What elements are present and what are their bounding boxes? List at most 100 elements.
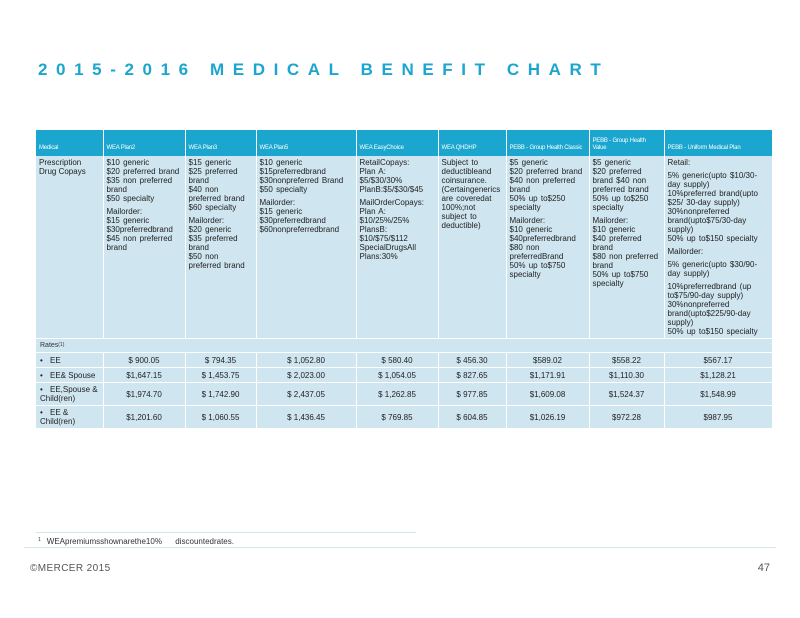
rate-label-cell: • EE & Child(ren) <box>36 405 104 429</box>
column-header: PEBB - Uniform Medical Plan <box>664 130 773 156</box>
rate-value: $ 1,060.55 <box>185 405 257 429</box>
cell-line: $40 non preferred brand <box>509 176 576 194</box>
cell-line: 50% up to$250 specialty <box>509 194 566 212</box>
rate-value: $ 977.85 <box>438 382 507 406</box>
column-header: WEA Plan3 <box>185 130 257 156</box>
rate-label-cell: • EE,Spouse & Child(ren) <box>36 382 104 406</box>
cell-line: $15 generic <box>106 216 150 225</box>
footnote-text: WEApremiumsshownarethe10% discountedrate… <box>46 537 234 546</box>
rate-value: $ 1,453.75 <box>185 367 257 383</box>
rate-value: $589.02 <box>506 352 590 368</box>
cell-line: $10 generic <box>106 158 150 167</box>
rate-value: $1,548.99 <box>664 382 773 406</box>
rates-footnote-marker: (1) <box>58 342 65 348</box>
prescription-cell: Subject to deductibleand coinsurance. (Ce… <box>438 156 507 339</box>
cell-line: Mailorder: <box>106 207 143 216</box>
rate-label-cell: • EE& Spouse <box>36 367 104 383</box>
cell-line: $30nonpreferred Brand <box>259 176 344 185</box>
prescription-cell: $5 generic $20 preferred brand $40 non pre… <box>506 156 590 339</box>
footer-divider <box>24 547 776 548</box>
rates-label: Rates <box>40 342 59 349</box>
prescription-cell: $10 generic $15preferredbrand $30nonprefer… <box>256 156 357 339</box>
cell-line: Mailorder: <box>509 216 546 225</box>
cell-line: Plan A: <box>359 167 386 176</box>
cell-line: Mailorder: <box>667 247 704 256</box>
column-header: WEA EasyChoice <box>356 130 439 156</box>
cell-line: $5 generic <box>592 158 631 167</box>
cell-line: $10 generic <box>259 158 303 167</box>
prescription-cell: Retail: 5% generic(upto $10/30-day supply… <box>664 156 773 339</box>
cell-line: $60 specialty <box>188 203 237 212</box>
cell-line: Subject to deductibleand coinsurance. <box>441 158 492 185</box>
rate-label-cell: • EE <box>36 352 104 368</box>
rate-label: EE& Spouse <box>50 370 96 380</box>
prescription-label: Prescription Drug Copays <box>36 156 104 339</box>
rate-row: • EE $ 900.05 $ 794.35 $ 1,052.80 $ 580.40 $ 4… <box>36 352 773 368</box>
prescription-cell: $15 generic $25 preferred brand $40 non pr… <box>185 156 257 339</box>
cell-line: 50% up to$750 specialty <box>592 270 649 288</box>
cell-line: 5% generic(upto $30/90-day supply) <box>667 260 758 278</box>
cell-line: $20 preferred brand <box>106 167 180 176</box>
bullet-icon: • <box>40 370 43 380</box>
cell-line: $5/$30/30% <box>359 176 403 185</box>
prescription-cell: $5 generic $20 preferred brand $40 non pr… <box>589 156 665 339</box>
cell-line: PlanB:$5/$30/$45 <box>359 185 424 194</box>
cell-line: $50 specialty <box>106 194 155 203</box>
rate-value: $ 580.40 <box>356 352 439 368</box>
cell-line: $20 preferred brand <box>509 167 583 176</box>
rate-value: $ 900.05 <box>103 352 186 368</box>
prescription-cell: RetailCopays: Plan A: $5/$30/30% PlanB:$5/$… <box>356 156 439 339</box>
cell-line: $40 non preferred brand <box>188 185 245 203</box>
cell-line: PlansB: <box>359 225 388 234</box>
cell-line: 10%preferred brand(upto $25/ 30-day supp… <box>667 189 758 207</box>
cell-line: $15 generic <box>259 207 303 216</box>
rate-value: $987.95 <box>664 405 773 429</box>
cell-line: Plan A: <box>359 207 386 216</box>
rate-value: $ 769.85 <box>356 405 439 429</box>
column-header: Medical <box>36 130 104 156</box>
rate-label: EE <box>50 355 61 365</box>
cell-line: $40preferredbrand <box>509 234 576 243</box>
rate-value: $1,524.37 <box>589 382 665 406</box>
column-header: PEBB - Group Health Value <box>589 130 665 156</box>
cell-line: Mailorder: <box>188 216 225 225</box>
cell-line: $50 non preferred brand <box>188 252 245 270</box>
cell-line: Retail: <box>667 158 691 167</box>
footnote-marker: 1 <box>38 537 41 543</box>
cell-line: $40 preferred brand <box>592 234 642 252</box>
footnote: 1 WEApremiumsshownarethe10% discountedrat… <box>38 537 234 546</box>
rate-value: $1,201.60 <box>103 405 186 429</box>
cell-line: MailOrderCopays: <box>359 198 424 207</box>
cell-line: 10%preferredbrand (up to$75/90-day suppl… <box>667 282 752 300</box>
cell-line: SpecialDrugsAll Plans:30% <box>359 243 416 261</box>
cell-line: $30preferredbrand <box>106 225 173 234</box>
cell-line: 50% up to$150 specialty <box>667 327 758 336</box>
rate-value: $567.17 <box>664 352 773 368</box>
rate-value: $1,974.70 <box>103 382 186 406</box>
cell-line: $10/25%/25% <box>359 216 410 225</box>
cell-line: $20 preferred brand $40 non preferred br… <box>592 167 649 194</box>
cell-line: $15preferredbrand <box>259 167 326 176</box>
cell-line: $10 generic <box>592 225 636 234</box>
cell-line: 30%nonpreferred brand(upto$225/90-day su… <box>667 300 751 327</box>
rate-value: $1,171.91 <box>506 367 590 383</box>
bullet-icon: • <box>40 385 43 394</box>
rate-value: $ 1,054.05 <box>356 367 439 383</box>
cell-line: $45 non preferred brand <box>106 234 173 252</box>
rate-label: EE & Child(ren) <box>40 408 76 426</box>
cell-line: 5% generic(upto $10/30-day supply) <box>667 171 758 189</box>
rate-value: $ 2,437.05 <box>256 382 357 406</box>
rate-value: $ 456.30 <box>438 352 507 368</box>
footnote-divider <box>36 532 416 533</box>
page-number: 47 <box>757 562 770 574</box>
column-header: WEA Plan2 <box>103 130 186 156</box>
cell-line: $80 non preferredBrand <box>509 243 564 261</box>
rate-row: • EE& Spouse $1,647.15 $ 1,453.75 $ 2,023.00… <box>36 367 773 383</box>
rates-header-row: Rates(1) <box>36 338 773 353</box>
column-header: WEA Plan5 <box>256 130 357 156</box>
bullet-icon: • <box>40 408 43 417</box>
cell-line: $15 generic <box>188 158 232 167</box>
cell-line: Mailorder: <box>592 216 629 225</box>
rate-value: $ 604.85 <box>438 405 507 429</box>
cell-line: 50% up to$250 specialty <box>592 194 649 212</box>
